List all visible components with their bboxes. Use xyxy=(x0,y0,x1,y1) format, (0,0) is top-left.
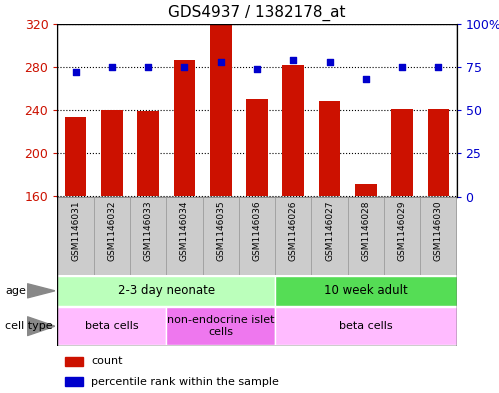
Bar xyxy=(65,357,83,365)
Point xyxy=(398,64,406,70)
Polygon shape xyxy=(27,284,55,298)
Text: count: count xyxy=(91,356,123,366)
Text: 2-3 day neonate: 2-3 day neonate xyxy=(118,284,215,298)
Bar xyxy=(210,24,232,196)
Text: percentile rank within the sample: percentile rank within the sample xyxy=(91,376,279,387)
Text: GSM1146026: GSM1146026 xyxy=(289,200,298,261)
Text: GSM1146032: GSM1146032 xyxy=(107,200,116,261)
Bar xyxy=(384,196,420,275)
Text: beta cells: beta cells xyxy=(85,321,139,331)
Point xyxy=(144,64,152,70)
Bar xyxy=(275,196,311,275)
Text: GSM1146031: GSM1146031 xyxy=(71,200,80,261)
Polygon shape xyxy=(27,317,55,336)
Point xyxy=(289,57,297,63)
Bar xyxy=(391,109,413,196)
Bar xyxy=(275,307,457,345)
Text: beta cells: beta cells xyxy=(339,321,393,331)
Bar xyxy=(420,196,457,275)
Bar xyxy=(57,276,275,306)
Point xyxy=(362,76,370,82)
Text: GSM1146027: GSM1146027 xyxy=(325,200,334,261)
Point xyxy=(325,59,333,65)
Bar xyxy=(246,99,268,196)
Text: age: age xyxy=(5,286,26,296)
Text: cell type: cell type xyxy=(5,321,52,331)
Bar xyxy=(57,196,94,275)
Bar xyxy=(174,60,195,196)
Bar xyxy=(239,196,275,275)
Bar xyxy=(348,196,384,275)
Text: GSM1146029: GSM1146029 xyxy=(398,200,407,261)
Text: GSM1146034: GSM1146034 xyxy=(180,200,189,261)
Bar xyxy=(319,101,340,196)
Bar xyxy=(57,307,166,345)
Text: GSM1146028: GSM1146028 xyxy=(361,200,370,261)
Bar xyxy=(65,377,83,386)
Point xyxy=(108,64,116,70)
Text: GSM1146035: GSM1146035 xyxy=(216,200,225,261)
Text: GSM1146036: GSM1146036 xyxy=(252,200,261,261)
Bar xyxy=(166,307,275,345)
Bar xyxy=(282,64,304,196)
Bar xyxy=(94,196,130,275)
Bar xyxy=(130,196,166,275)
Point xyxy=(217,59,225,65)
Point xyxy=(253,65,261,72)
Point xyxy=(71,69,79,75)
Text: GSM1146033: GSM1146033 xyxy=(144,200,153,261)
Bar xyxy=(355,184,377,196)
Bar xyxy=(203,196,239,275)
Bar xyxy=(65,116,86,196)
Point xyxy=(435,64,443,70)
Bar xyxy=(166,196,203,275)
Title: GDS4937 / 1382178_at: GDS4937 / 1382178_at xyxy=(168,5,346,21)
Bar xyxy=(428,109,449,196)
Text: non-endocrine islet
cells: non-endocrine islet cells xyxy=(167,316,274,337)
Text: 10 week adult: 10 week adult xyxy=(324,284,408,298)
Bar xyxy=(137,111,159,196)
Bar xyxy=(275,276,457,306)
Bar xyxy=(311,196,348,275)
Text: GSM1146030: GSM1146030 xyxy=(434,200,443,261)
Point xyxy=(181,64,189,70)
Bar xyxy=(101,110,123,196)
